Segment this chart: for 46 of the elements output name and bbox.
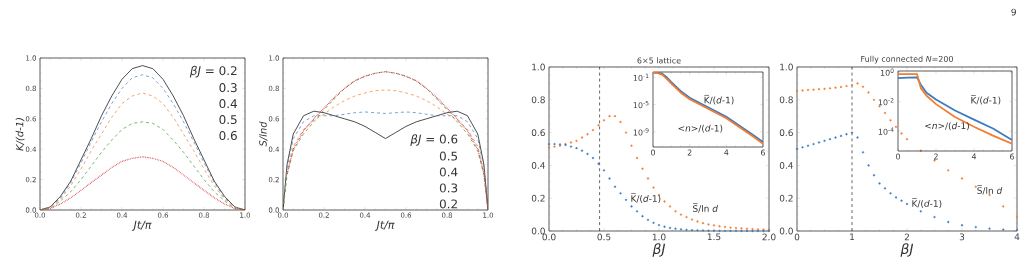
annotation: K̅/(d-1) [631, 193, 661, 203]
y-tick-label: 0.4 [779, 162, 793, 169]
annotation: 0.6 [219, 130, 237, 141]
y-tick-label: 0.6 [779, 129, 793, 136]
x-tick-label: 1.0 [652, 233, 666, 241]
annotation: 0.4 [219, 99, 237, 109]
x-tick-label: 4 [1014, 233, 1020, 241]
annotation: βJ = 0.2 [189, 65, 237, 78]
annotation: <n>/(d-1) [678, 124, 723, 133]
x-tick-label: 3 [959, 233, 965, 241]
y-tick-label: 0.6 [531, 129, 545, 136]
annotation: <n>/(d-1) [925, 122, 969, 131]
y-tick-label: 0.0 [779, 227, 793, 235]
y-tick-label: 1.0 [532, 63, 545, 71]
y-axis-title: S/lnd [259, 121, 268, 147]
annotation: K̅/(d-1) [704, 94, 734, 105]
x-tick-label: 2.0 [762, 233, 776, 241]
annotation: 0.4 [439, 167, 458, 177]
annotation: 0.3 [439, 183, 458, 193]
x-tick-label: 0 [794, 233, 800, 241]
y-tick-label: 0.0 [531, 227, 545, 235]
annotation: 0.5 [219, 115, 237, 125]
x-axis-title: βJ [652, 243, 666, 257]
annotation: 0.3 [219, 83, 237, 93]
x-axis-title: Jt/π [131, 220, 152, 231]
y-tick-label: 0.8 [531, 96, 545, 104]
annotation: 0.2 [439, 199, 457, 209]
x-tick-label: 0.5 [597, 233, 611, 241]
x-tick-label: 0.0 [542, 233, 556, 241]
annotation: K̅/(d-1) [971, 95, 1001, 105]
x-axis-title: βJ [900, 243, 914, 257]
x-tick-label: 1.5 [707, 233, 721, 241]
x-tick-label: 1 [850, 233, 855, 241]
text: 9 [1011, 8, 1016, 16]
y-tick-label: 0.4 [531, 162, 545, 169]
x-axis-title: Jt/π [374, 220, 395, 231]
y-tick-label: 1.0 [780, 63, 793, 71]
annotation: S̅/ln d [693, 203, 718, 213]
annotation: K̅/(d-1) [912, 198, 942, 208]
y-tick-label: 0.2 [531, 194, 545, 202]
y-tick-label: 0.8 [779, 96, 793, 104]
x-tick-label: 2 [904, 233, 909, 241]
annotation: S̅/ln d [977, 185, 1003, 195]
y-axis-title: K/(d-1) [15, 118, 25, 151]
annotation: βJ = 0.6 [410, 134, 458, 146]
y-tick-label: 0.2 [779, 194, 793, 202]
